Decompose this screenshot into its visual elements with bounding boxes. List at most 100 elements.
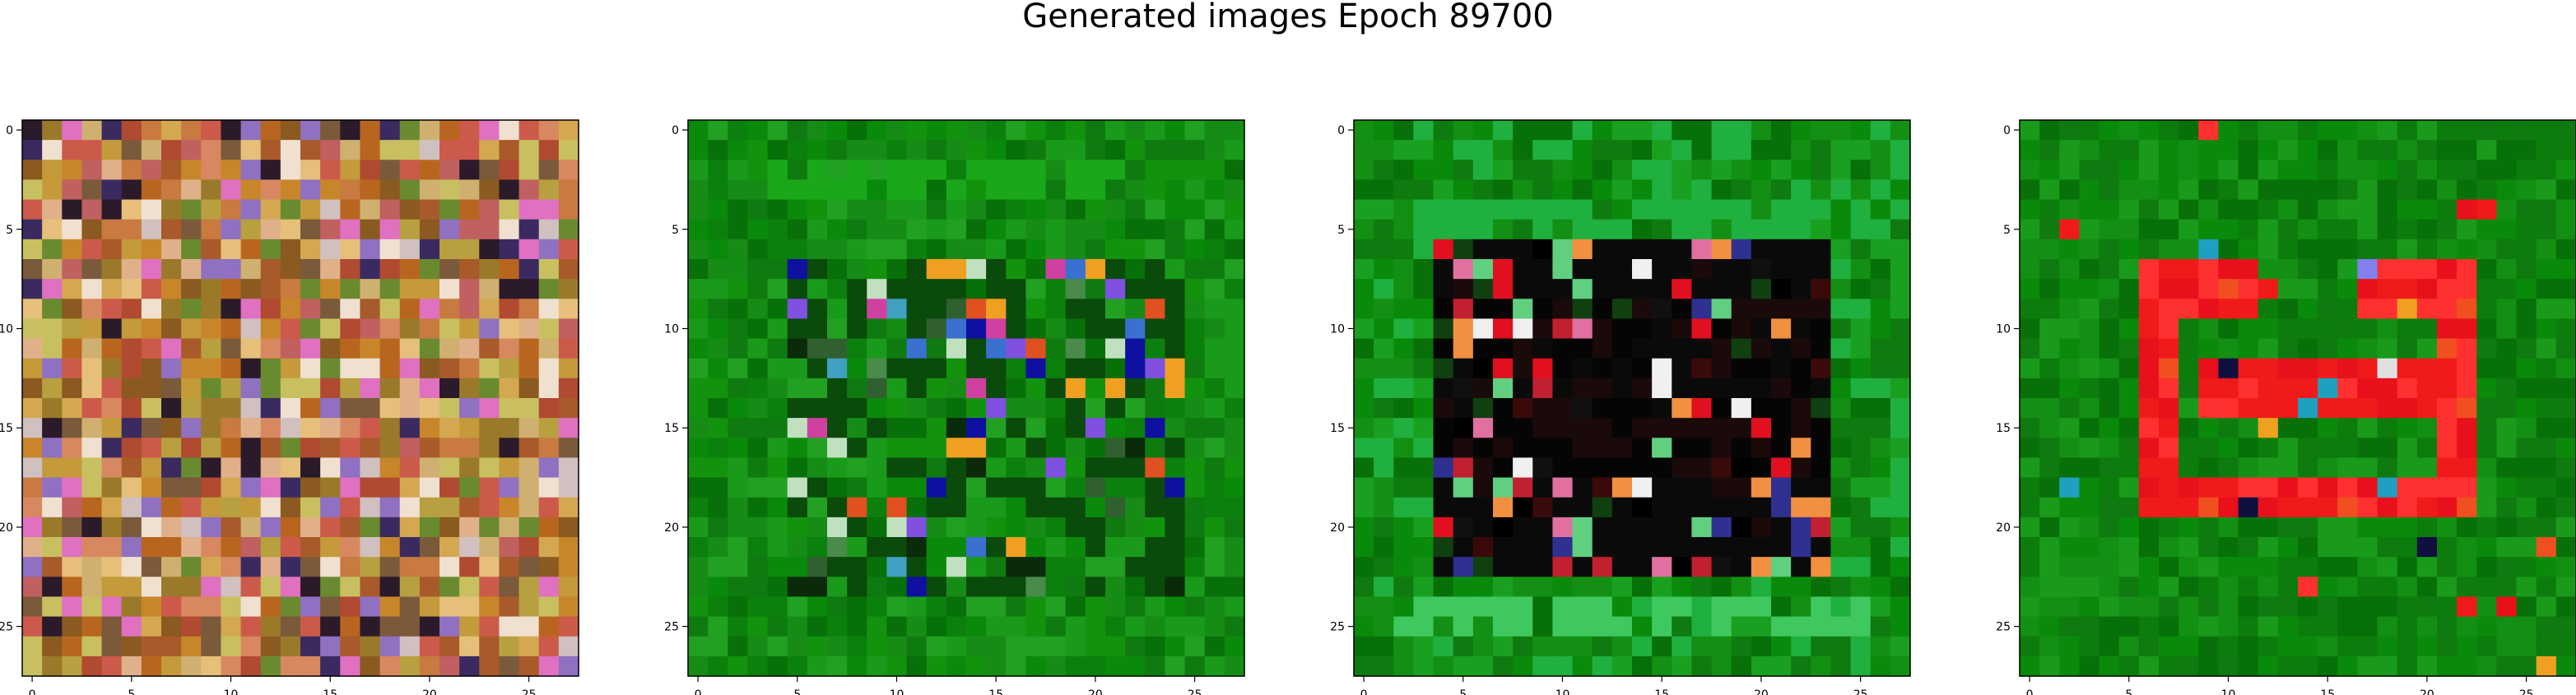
pixel-cell <box>141 279 162 299</box>
pixel-cell <box>2357 338 2378 359</box>
pixel-cell <box>2257 259 2279 280</box>
pixel-cell <box>1204 418 1225 438</box>
y-tick-label: 20 <box>1996 521 2011 535</box>
pixel-cell <box>2020 160 2040 181</box>
pixel-cell <box>1652 239 1672 260</box>
pixel-cell <box>340 497 361 518</box>
pixel-cell <box>1453 378 1474 399</box>
pixel-cell <box>1145 120 1166 141</box>
pixel-cell <box>439 140 460 160</box>
pixel-cell <box>2357 398 2378 419</box>
pixel-cell <box>2416 179 2438 201</box>
pixel-cell <box>767 517 788 538</box>
pixel-cell <box>1691 398 1713 419</box>
pixel-cell <box>2277 318 2299 340</box>
pixel-cell <box>2476 358 2498 379</box>
pixel-cell <box>101 438 123 459</box>
pixel-cell <box>1731 199 1752 220</box>
pixel-cell <box>518 199 540 220</box>
pixel-cell <box>2257 279 2279 299</box>
pixel-cell <box>1830 219 1852 240</box>
pixel-cell <box>728 418 749 438</box>
pixel-cell <box>946 120 967 141</box>
pixel-cell <box>1890 616 1911 637</box>
pixel-cell <box>1711 477 1732 498</box>
pixel-cell <box>1433 239 1454 260</box>
pixel-cell <box>181 358 202 379</box>
pixel-cell <box>2555 636 2576 657</box>
pixel-cell <box>1025 616 1047 637</box>
pixel-cell <box>2555 457 2576 479</box>
pixel-cell <box>379 338 401 359</box>
pixel-cell <box>1184 358 1206 379</box>
pixel-cell <box>42 477 63 498</box>
pixel-cell <box>221 338 242 359</box>
pixel-cell <box>518 219 540 240</box>
pixel-cell <box>1830 497 1852 518</box>
pixel-cell <box>2159 636 2179 657</box>
pixel-cell <box>2039 199 2060 220</box>
pixel-cell <box>419 418 440 438</box>
pixel-cell <box>1890 438 1911 459</box>
pixel-cell <box>1204 596 1225 618</box>
pixel-cell <box>1791 517 1811 538</box>
pixel-cell <box>1532 140 1554 160</box>
pixel-cell <box>2337 259 2359 280</box>
pixel-cell <box>2079 140 2100 160</box>
pixel-cell <box>1085 318 1106 340</box>
pixel-cell <box>459 378 480 399</box>
pixel-cell <box>1472 239 1494 260</box>
pixel-cell <box>538 557 560 577</box>
pixel-cell <box>2079 239 2100 260</box>
pixel-cell <box>926 537 947 558</box>
pixel-cell <box>1652 358 1672 379</box>
pixel-cell <box>1652 398 1672 419</box>
pixel-cell <box>2020 378 2040 399</box>
pixel-cell <box>2536 497 2557 518</box>
pixel-cell <box>2159 477 2179 498</box>
pixel-cell <box>2476 577 2498 598</box>
pixel-cell <box>538 160 560 181</box>
pixel-cell <box>42 557 63 577</box>
pixel-cell <box>300 120 321 141</box>
pixel-cell <box>558 299 579 320</box>
pixel-cell <box>926 477 947 498</box>
pixel-cell <box>2059 140 2081 160</box>
x-tick-label: 25 <box>1188 688 1202 695</box>
pixel-cell <box>1771 299 1792 320</box>
pixel-cell <box>1552 596 1574 618</box>
pixel-cell <box>1791 299 1811 320</box>
pixel-cell <box>2457 140 2477 160</box>
pixel-cell <box>1453 557 1474 577</box>
pixel-cell <box>847 179 867 201</box>
pixel-cell <box>499 259 520 280</box>
pixel-cell <box>886 577 908 598</box>
pixel-cell <box>747 259 769 280</box>
pixel-cell <box>379 418 401 438</box>
pixel-cell <box>2178 418 2199 438</box>
pixel-cell <box>1672 239 1693 260</box>
pixel-cell <box>1592 497 1613 518</box>
pixel-cell <box>558 418 579 438</box>
pixel-cell <box>1145 259 1166 280</box>
pixel-cell <box>538 179 560 201</box>
pixel-cell <box>986 457 1007 479</box>
y-tick-label: 10 <box>664 323 679 336</box>
pixel-cell <box>1045 517 1067 538</box>
pixel-cell <box>62 418 83 438</box>
pixel-cell <box>787 338 808 359</box>
pixel-cell <box>181 318 202 340</box>
pixel-cell <box>2020 457 2040 479</box>
pixel-cell <box>2536 418 2557 438</box>
pixel-cell <box>1652 338 1672 359</box>
pixel-cell <box>499 517 520 538</box>
pixel-cell <box>807 438 828 459</box>
pixel-cell <box>867 219 888 240</box>
pixel-cell <box>2536 398 2557 419</box>
pixel-cell <box>1850 378 1872 399</box>
pixel-cell <box>2516 537 2537 558</box>
pixel-cell <box>121 398 142 419</box>
pixel-cell <box>1890 378 1911 399</box>
pixel-cell <box>479 537 500 558</box>
pixel-cell <box>1711 497 1732 518</box>
